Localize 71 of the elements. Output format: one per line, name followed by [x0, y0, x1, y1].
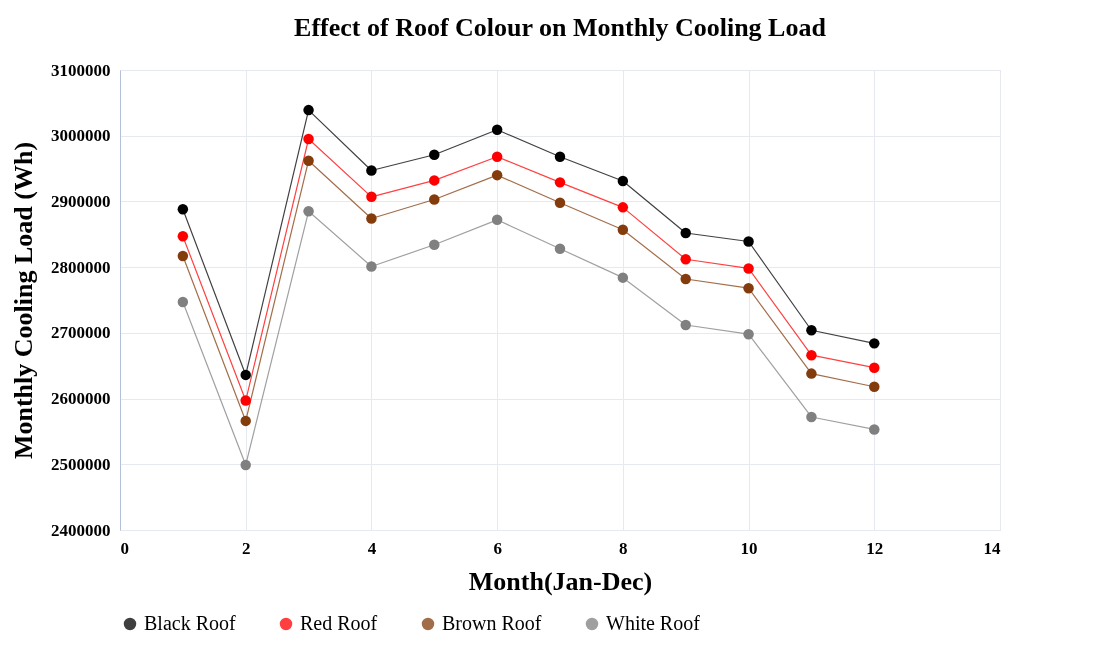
point [366, 261, 377, 272]
point [869, 381, 880, 392]
point [680, 273, 691, 285]
point [366, 213, 377, 224]
x-tick-label: 12 [866, 538, 884, 558]
point [491, 214, 503, 226]
y-tick-label: 3100000 [51, 60, 111, 80]
y-tick-label: 3000000 [51, 126, 111, 146]
point [240, 415, 251, 427]
point [743, 282, 754, 294]
point [680, 254, 691, 265]
point [617, 272, 629, 283]
point [743, 328, 754, 340]
x-axis-title: Month(Jan-Dec) [468, 566, 653, 596]
legend-label: White Roof [606, 612, 701, 634]
point [429, 239, 440, 251]
point [303, 104, 314, 116]
point [869, 338, 880, 349]
point [617, 224, 629, 235]
y-tick-label: 2700000 [51, 323, 111, 343]
x-tick-label: 10 [740, 538, 758, 558]
point [366, 165, 377, 176]
y-tick-label: 2400000 [51, 520, 111, 540]
point [554, 243, 566, 254]
point [806, 349, 817, 361]
y-tick-label: 2600000 [51, 389, 111, 409]
point [429, 194, 440, 205]
point [240, 395, 251, 406]
x-tick-label: 2 [241, 538, 251, 558]
point [617, 202, 629, 213]
y-axis-title: Monthly Cooling Load (Wh) [9, 141, 38, 460]
point [806, 324, 817, 336]
x-tick-label: 0 [120, 538, 129, 558]
point [177, 231, 189, 242]
point [366, 191, 377, 203]
legend-label: Red Roof [300, 612, 378, 634]
point [743, 263, 754, 274]
point [869, 424, 880, 435]
point [554, 151, 566, 162]
y-tick-label: 2900000 [51, 191, 111, 211]
point [177, 296, 189, 308]
legend-label: Black Roof [144, 612, 236, 634]
point [240, 459, 251, 471]
x-tick-label: 14 [983, 538, 1001, 558]
point [303, 206, 314, 217]
point [177, 250, 189, 262]
point [617, 175, 629, 187]
point [491, 169, 503, 181]
x-tick-label: 8 [619, 538, 628, 558]
point [554, 197, 566, 208]
legend-label: Brown Roof [442, 612, 542, 634]
point [806, 368, 817, 379]
chart-title: Effect of Roof Colour on Monthly Cooling Load [294, 13, 827, 42]
point [806, 411, 817, 423]
point [491, 151, 503, 162]
x-tick-label: 4 [367, 538, 377, 558]
point [680, 319, 691, 331]
point [429, 149, 440, 161]
point [240, 369, 251, 381]
point [554, 177, 566, 188]
point [303, 133, 314, 145]
y-tick-label: 2800000 [51, 257, 111, 277]
point [429, 175, 440, 186]
point [680, 227, 691, 239]
point [869, 362, 880, 373]
x-tick-label: 6 [493, 538, 502, 558]
point [303, 155, 314, 166]
y-tick-label: 2500000 [51, 454, 111, 474]
point [491, 124, 503, 136]
point [743, 236, 754, 247]
point [177, 204, 189, 215]
